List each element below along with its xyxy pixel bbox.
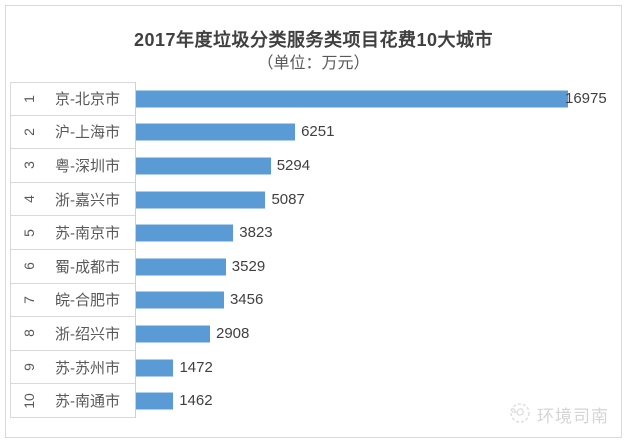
- value-label: 6251: [301, 123, 335, 141]
- bar-row: 5 苏-南京市 3823: [10, 216, 612, 250]
- value-label: 1472: [179, 358, 213, 376]
- compass-logo-icon: [505, 398, 533, 431]
- rank-label: 4: [20, 195, 37, 203]
- bar-row: 9 苏-苏州市 1472: [10, 350, 612, 385]
- watermark-text: 环境司南: [537, 407, 609, 426]
- value-label: 3529: [231, 257, 266, 275]
- chart-title: 2017年度垃圾分类服务类项目花费10大城市: [133, 30, 494, 50]
- category-labels: 6 蜀-成都市: [10, 249, 135, 284]
- category-labels: 9 苏-苏州市: [10, 350, 135, 385]
- rank-label: 2: [20, 127, 37, 136]
- rank-label: 10: [20, 392, 37, 409]
- category-labels: 8 浙-绍兴市: [10, 317, 135, 351]
- bar: [136, 157, 271, 175]
- city-label: 苏-南京市: [55, 225, 120, 243]
- category-labels: 3 粤-深圳市: [10, 149, 135, 183]
- bar-row: 1 京-北京市 16975: [10, 82, 612, 116]
- bar-track: 5087: [135, 182, 612, 217]
- city-label: 蜀-成都市: [55, 258, 120, 276]
- bar: [136, 90, 568, 108]
- bar-row: 2 沪-上海市 6251: [10, 115, 612, 150]
- city-label: 苏-苏州市: [55, 359, 120, 377]
- chart-subtitle: （单位：万元）: [257, 55, 370, 72]
- city-label: 皖-合肥市: [55, 292, 120, 310]
- rank-label: 5: [20, 228, 37, 237]
- city-label: 浙-绍兴市: [55, 325, 120, 343]
- rank-label: 1: [20, 94, 37, 103]
- bar-track: 3529: [135, 249, 612, 284]
- bar-track: 3456: [135, 283, 612, 318]
- bar-row: 4 浙-嘉兴市 5087: [10, 182, 612, 217]
- city-label: 苏-南通市: [55, 393, 120, 411]
- bar-row: 8 浙-绍兴市 2908: [10, 317, 612, 351]
- bar: [136, 291, 224, 309]
- rank-label: 3: [20, 161, 37, 170]
- category-labels: 5 苏-南京市: [10, 216, 135, 250]
- value-label: 5087: [271, 190, 305, 208]
- bar-track: 1462: [135, 384, 612, 418]
- bar-row: 10 苏-南通市 1462: [10, 384, 612, 418]
- rank-label: 6: [20, 262, 37, 271]
- city-label: 粤-深圳市: [55, 157, 120, 175]
- bar: [136, 123, 296, 141]
- plot-area: 1 京-北京市 16975 2 沪-上海市 6251 3 粤-深圳市: [10, 82, 612, 418]
- bar-row: 7 皖-合肥市 3456: [10, 283, 612, 318]
- rank-label: 8: [20, 329, 37, 338]
- category-labels: 10 苏-南通市: [10, 384, 135, 418]
- city-label: 沪-上海市: [55, 124, 120, 142]
- value-label: 3456: [229, 291, 264, 309]
- bar-row: 6 蜀-成都市 3529: [10, 249, 612, 284]
- rank-label: 7: [20, 295, 37, 304]
- bar: [136, 325, 210, 343]
- category-labels: 2 沪-上海市: [10, 115, 135, 150]
- category-labels: 7 皖-合肥市: [10, 283, 135, 318]
- rank-label: 9: [20, 363, 37, 371]
- bar: [136, 359, 174, 377]
- bar-track: 3823: [135, 216, 612, 250]
- bar: [136, 392, 174, 410]
- value-label: 5294: [276, 157, 311, 175]
- bar-track: 6251: [135, 115, 612, 150]
- bar: [136, 258, 226, 276]
- watermark: 环境司南: [505, 398, 609, 431]
- bar-row: 3 粤-深圳市 5294: [10, 149, 612, 183]
- city-label: 浙-嘉兴市: [55, 191, 120, 209]
- bar-track: 16975: [135, 82, 612, 116]
- city-label: 京-北京市: [55, 91, 120, 109]
- bar-track: 2908: [135, 317, 612, 351]
- bar: [136, 224, 234, 242]
- category-labels: 4 浙-嘉兴市: [10, 182, 135, 217]
- bar-track: 1472: [135, 350, 612, 385]
- value-label: 1462: [179, 392, 213, 410]
- bar: [136, 191, 266, 209]
- bar-track: 5294: [135, 149, 612, 183]
- value-label: 16975: [565, 89, 607, 107]
- value-label: 3823: [239, 224, 273, 242]
- value-label: 2908: [216, 325, 250, 343]
- chart-border: [5, 5, 622, 438]
- category-labels: 1 京-北京市: [10, 82, 135, 116]
